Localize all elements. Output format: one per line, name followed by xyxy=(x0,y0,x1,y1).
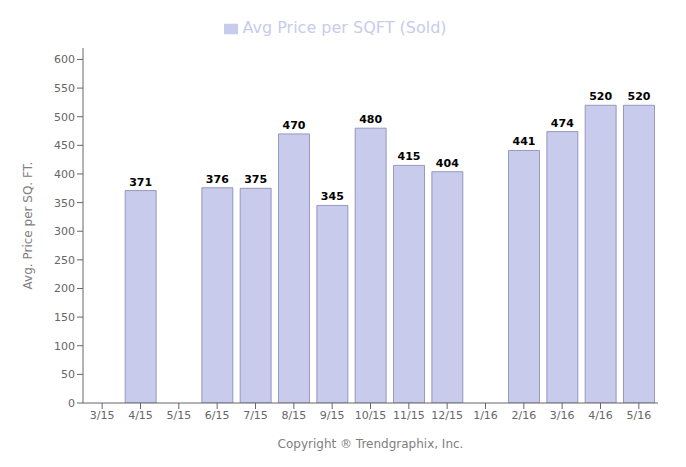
svg-text:441: 441 xyxy=(513,135,536,148)
svg-text:600: 600 xyxy=(54,53,75,66)
svg-text:Copyright ® Trendgraphix, Inc.: Copyright ® Trendgraphix, Inc. xyxy=(278,437,464,451)
svg-text:371: 371 xyxy=(129,176,152,189)
svg-text:10/15: 10/15 xyxy=(355,409,387,422)
svg-text:6/15: 6/15 xyxy=(205,409,230,422)
svg-text:415: 415 xyxy=(398,150,421,163)
svg-text:12/15: 12/15 xyxy=(431,409,463,422)
svg-text:3/15: 3/15 xyxy=(90,409,115,422)
svg-text:350: 350 xyxy=(54,197,75,210)
svg-text:1/16: 1/16 xyxy=(473,409,498,422)
svg-text:375: 375 xyxy=(244,173,267,186)
svg-text:8/15: 8/15 xyxy=(281,409,306,422)
svg-text:474: 474 xyxy=(551,117,574,130)
svg-text:50: 50 xyxy=(61,368,75,381)
svg-text:0: 0 xyxy=(68,397,75,410)
svg-text:11/15: 11/15 xyxy=(393,409,425,422)
svg-text:470: 470 xyxy=(283,119,306,132)
svg-text:7/15: 7/15 xyxy=(243,409,268,422)
svg-text:450: 450 xyxy=(54,139,75,152)
html-text:Avg Price per SQFT (Sold): Avg Price per SQFT (Sold) xyxy=(242,18,447,37)
svg-text:200: 200 xyxy=(54,282,75,295)
svg-text:3/16: 3/16 xyxy=(550,409,575,422)
svg-text:300: 300 xyxy=(54,225,75,238)
svg-text:400: 400 xyxy=(54,168,75,181)
svg-text:5/15: 5/15 xyxy=(166,409,191,422)
svg-text:2/16: 2/16 xyxy=(511,409,536,422)
svg-text:376: 376 xyxy=(206,173,229,186)
svg-text:250: 250 xyxy=(54,254,75,267)
svg-text:404: 404 xyxy=(436,157,459,170)
svg-text:5/16: 5/16 xyxy=(626,409,651,422)
svg-text:100: 100 xyxy=(54,340,75,353)
svg-text:9/15: 9/15 xyxy=(320,409,345,422)
svg-text:500: 500 xyxy=(54,111,75,124)
svg-text:4/16: 4/16 xyxy=(588,409,613,422)
svg-text:480: 480 xyxy=(359,113,382,126)
svg-text:4/15: 4/15 xyxy=(128,409,153,422)
svg-text:Avg. Price per SQ. FT.: Avg. Price per SQ. FT. xyxy=(21,162,35,290)
svg-text:520: 520 xyxy=(628,90,651,103)
svg-text:345: 345 xyxy=(321,190,344,203)
svg-text:150: 150 xyxy=(54,311,75,324)
svg-text:520: 520 xyxy=(589,90,612,103)
svg-text:550: 550 xyxy=(54,82,75,95)
